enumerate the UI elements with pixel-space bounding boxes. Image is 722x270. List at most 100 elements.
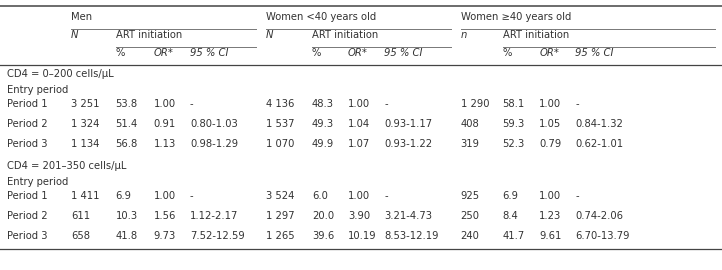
- Text: 3 524: 3 524: [266, 191, 294, 201]
- Text: 1 537: 1 537: [266, 119, 294, 129]
- Text: ART initiation: ART initiation: [312, 30, 378, 40]
- Text: 1 297: 1 297: [266, 211, 295, 221]
- Text: 8.53-12.19: 8.53-12.19: [384, 231, 438, 241]
- Text: 1.56: 1.56: [154, 211, 176, 221]
- Text: Entry period: Entry period: [7, 177, 69, 187]
- Text: 53.8: 53.8: [116, 99, 138, 109]
- Text: 0.84-1.32: 0.84-1.32: [575, 119, 623, 129]
- Text: 48.3: 48.3: [312, 99, 334, 109]
- Text: 408: 408: [461, 119, 479, 129]
- Text: 611: 611: [71, 211, 90, 221]
- Text: N: N: [71, 30, 78, 40]
- Text: 240: 240: [461, 231, 479, 241]
- Text: 925: 925: [461, 191, 479, 201]
- Text: %: %: [312, 48, 321, 58]
- Text: Period 1: Period 1: [7, 99, 48, 109]
- Text: 8.4: 8.4: [503, 211, 518, 221]
- Text: Women <40 years old: Women <40 years old: [266, 12, 376, 22]
- Text: OR*: OR*: [539, 48, 560, 58]
- Text: 250: 250: [461, 211, 479, 221]
- Text: 58.1: 58.1: [503, 99, 525, 109]
- Text: 6.9: 6.9: [116, 191, 131, 201]
- Text: n: n: [461, 30, 467, 40]
- Text: 1.00: 1.00: [539, 99, 562, 109]
- Text: Period 2: Period 2: [7, 211, 48, 221]
- Text: 1.00: 1.00: [154, 99, 176, 109]
- Text: -: -: [190, 191, 193, 201]
- Text: Period 1: Period 1: [7, 191, 48, 201]
- Text: 0.74-2.06: 0.74-2.06: [575, 211, 623, 221]
- Text: -: -: [575, 99, 579, 109]
- Text: 319: 319: [461, 139, 479, 149]
- Text: 0.79: 0.79: [539, 139, 562, 149]
- Text: 9.73: 9.73: [154, 231, 176, 241]
- Text: 56.8: 56.8: [116, 139, 138, 149]
- Text: N: N: [266, 30, 273, 40]
- Text: -: -: [384, 191, 388, 201]
- Text: 658: 658: [71, 231, 90, 241]
- Text: 1.00: 1.00: [348, 191, 370, 201]
- Text: 3 251: 3 251: [71, 99, 99, 109]
- Text: Entry period: Entry period: [7, 85, 69, 94]
- Text: 1.12-2.17: 1.12-2.17: [190, 211, 238, 221]
- Text: 41.7: 41.7: [503, 231, 525, 241]
- Text: -: -: [575, 191, 579, 201]
- Text: 0.98-1.29: 0.98-1.29: [190, 139, 238, 149]
- Text: 1 290: 1 290: [461, 99, 489, 109]
- Text: 95 % CI: 95 % CI: [575, 48, 614, 58]
- Text: 1.00: 1.00: [348, 99, 370, 109]
- Text: OR*: OR*: [348, 48, 368, 58]
- Text: 3.21-4.73: 3.21-4.73: [384, 211, 432, 221]
- Text: 10.3: 10.3: [116, 211, 138, 221]
- Text: 49.9: 49.9: [312, 139, 334, 149]
- Text: 4 136: 4 136: [266, 99, 294, 109]
- Text: CD4 = 0–200 cells/μL: CD4 = 0–200 cells/μL: [7, 69, 114, 79]
- Text: 1.00: 1.00: [154, 191, 176, 201]
- Text: 1.04: 1.04: [348, 119, 370, 129]
- Text: 6.0: 6.0: [312, 191, 328, 201]
- Text: 0.62-1.01: 0.62-1.01: [575, 139, 624, 149]
- Text: 0.93-1.22: 0.93-1.22: [384, 139, 432, 149]
- Text: 0.91: 0.91: [154, 119, 176, 129]
- Text: Period 2: Period 2: [7, 119, 48, 129]
- Text: 7.52-12.59: 7.52-12.59: [190, 231, 245, 241]
- Text: -: -: [190, 99, 193, 109]
- Text: 1.13: 1.13: [154, 139, 176, 149]
- Text: 59.3: 59.3: [503, 119, 525, 129]
- Text: ART initiation: ART initiation: [116, 30, 182, 40]
- Text: 52.3: 52.3: [503, 139, 525, 149]
- Text: 0.80-1.03: 0.80-1.03: [190, 119, 238, 129]
- Text: -: -: [384, 99, 388, 109]
- Text: 6.9: 6.9: [503, 191, 518, 201]
- Text: 39.6: 39.6: [312, 231, 334, 241]
- Text: Women ≥40 years old: Women ≥40 years old: [461, 12, 571, 22]
- Text: 1 411: 1 411: [71, 191, 99, 201]
- Text: Men: Men: [71, 12, 92, 22]
- Text: 10.19: 10.19: [348, 231, 377, 241]
- Text: 1 324: 1 324: [71, 119, 99, 129]
- Text: 51.4: 51.4: [116, 119, 138, 129]
- Text: 1.07: 1.07: [348, 139, 370, 149]
- Text: ART initiation: ART initiation: [503, 30, 569, 40]
- Text: 95 % CI: 95 % CI: [384, 48, 422, 58]
- Text: 1.05: 1.05: [539, 119, 562, 129]
- Text: Period 3: Period 3: [7, 231, 48, 241]
- Text: %: %: [116, 48, 125, 58]
- Text: CD4 = 201–350 cells/μL: CD4 = 201–350 cells/μL: [7, 161, 126, 171]
- Text: 6.70-13.79: 6.70-13.79: [575, 231, 630, 241]
- Text: 9.61: 9.61: [539, 231, 562, 241]
- Text: 41.8: 41.8: [116, 231, 138, 241]
- Text: 1.23: 1.23: [539, 211, 562, 221]
- Text: 95 % CI: 95 % CI: [190, 48, 228, 58]
- Text: 20.0: 20.0: [312, 211, 334, 221]
- Text: 1 265: 1 265: [266, 231, 295, 241]
- Text: OR*: OR*: [154, 48, 174, 58]
- Text: %: %: [503, 48, 512, 58]
- Text: Period 3: Period 3: [7, 139, 48, 149]
- Text: 49.3: 49.3: [312, 119, 334, 129]
- Text: 3.90: 3.90: [348, 211, 370, 221]
- Text: 1.00: 1.00: [539, 191, 562, 201]
- Text: 1 134: 1 134: [71, 139, 99, 149]
- Text: 0.93-1.17: 0.93-1.17: [384, 119, 432, 129]
- Text: 1 070: 1 070: [266, 139, 294, 149]
